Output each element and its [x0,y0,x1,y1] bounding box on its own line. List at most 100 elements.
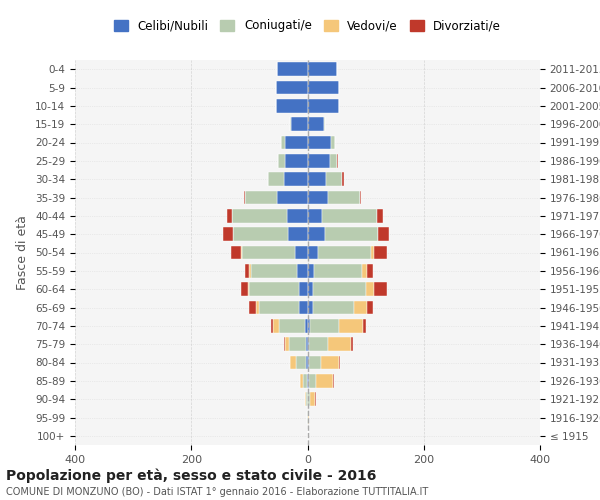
Bar [284,172,308,186]
Bar [290,356,296,370]
Legend: Celibi/Nubili, Coniugati/e, Vedovi/e, Divorziati/e: Celibi/Nubili, Coniugati/e, Vedovi/e, Di… [110,16,505,36]
Bar [242,246,295,260]
Bar [354,300,367,314]
Bar [365,282,374,296]
Bar [308,190,328,204]
Bar [299,282,308,296]
Bar [233,228,289,241]
Bar [331,136,335,149]
Bar [251,264,297,278]
Bar [374,246,387,260]
Bar [259,300,299,314]
Bar [322,209,377,222]
Bar [310,392,315,406]
Bar [325,228,379,241]
Bar [275,99,308,112]
Bar [307,392,308,406]
Bar [286,136,308,149]
Bar [318,246,371,260]
Bar [337,154,338,168]
Bar [308,228,325,241]
Bar [284,338,285,351]
Bar [308,62,337,76]
Bar [297,264,308,278]
Bar [245,190,277,204]
Bar [285,338,289,351]
Bar [371,246,374,260]
Bar [289,228,308,241]
Bar [340,319,363,332]
Bar [379,228,389,241]
Bar [281,136,286,149]
Bar [339,356,340,370]
Bar [360,190,361,204]
Text: COMUNE DI MONZUNO (BO) - Dati ISTAT 1° gennaio 2016 - Elaborazione TUTTITALIA.IT: COMUNE DI MONZUNO (BO) - Dati ISTAT 1° g… [6,487,428,497]
Bar [367,300,373,314]
Bar [326,172,343,186]
Bar [316,374,333,388]
Bar [308,246,318,260]
Bar [374,282,387,296]
Bar [277,190,308,204]
Bar [307,356,308,370]
Bar [250,282,299,296]
Bar [308,282,313,296]
Bar [241,246,242,260]
Bar [278,154,286,168]
Bar [324,118,325,131]
Bar [329,154,337,168]
Bar [328,338,351,351]
Bar [308,319,310,332]
Bar [296,356,307,370]
Bar [308,300,313,314]
Bar [308,118,324,131]
Bar [256,300,259,314]
Bar [351,338,353,351]
Bar [290,118,291,131]
Bar [241,282,248,296]
Bar [308,374,316,388]
Bar [250,264,251,278]
Bar [271,319,273,332]
Bar [308,136,331,149]
Bar [245,264,250,278]
Bar [308,392,310,406]
Text: Popolazione per età, sesso e stato civile - 2016: Popolazione per età, sesso e stato civil… [6,468,376,483]
Bar [277,62,308,76]
Bar [305,392,307,406]
Bar [315,392,316,406]
Bar [308,172,326,186]
Bar [223,228,233,241]
Bar [367,264,373,278]
Bar [309,338,328,351]
Bar [308,264,314,278]
Bar [328,190,360,204]
Bar [248,282,250,296]
Bar [250,300,256,314]
Bar [244,190,245,204]
Bar [279,319,305,332]
Bar [287,209,308,222]
Bar [363,319,365,332]
Bar [303,374,307,388]
Bar [299,300,308,314]
Bar [308,338,309,351]
Bar [343,172,344,186]
Bar [308,356,322,370]
Bar [286,154,308,168]
Bar [232,209,287,222]
Bar [333,374,334,388]
Bar [291,118,308,131]
Bar [227,209,232,222]
Bar [308,80,340,94]
Bar [300,374,303,388]
Bar [268,172,284,186]
Bar [308,154,329,168]
Bar [289,338,306,351]
Bar [313,282,365,296]
Bar [322,356,339,370]
Bar [295,246,308,260]
Bar [273,319,279,332]
Bar [314,264,362,278]
Bar [275,80,308,94]
